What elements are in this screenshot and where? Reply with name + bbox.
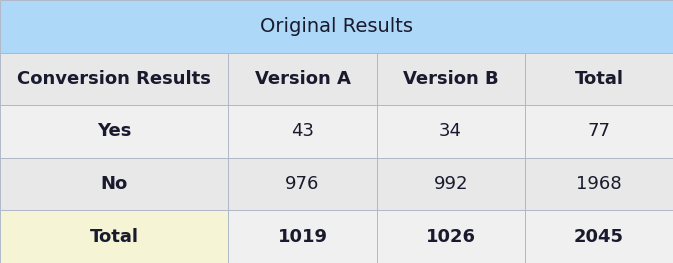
Text: 1019: 1019 [277, 228, 328, 246]
Bar [377, 210, 525, 263]
Bar [0, 158, 228, 210]
Text: Version B: Version B [403, 70, 499, 88]
Bar [377, 53, 525, 105]
Text: Original Results: Original Results [260, 17, 413, 36]
Bar [525, 53, 673, 105]
Text: 1968: 1968 [576, 175, 622, 193]
Bar [228, 210, 377, 263]
Bar [228, 53, 377, 105]
Text: 77: 77 [588, 123, 610, 140]
Bar [525, 210, 673, 263]
Bar [228, 105, 377, 158]
Text: Total: Total [574, 70, 623, 88]
Text: Yes: Yes [97, 123, 131, 140]
Text: 34: 34 [439, 123, 462, 140]
Text: 2045: 2045 [574, 228, 624, 246]
Bar [525, 105, 673, 158]
Bar [377, 105, 525, 158]
Text: No: No [100, 175, 128, 193]
Text: Total: Total [90, 228, 139, 246]
Bar [377, 158, 525, 210]
Bar [228, 158, 377, 210]
Text: Conversion Results: Conversion Results [17, 70, 211, 88]
Bar [0, 0, 673, 53]
Text: 992: 992 [433, 175, 468, 193]
Bar [525, 158, 673, 210]
Bar [0, 105, 228, 158]
Bar [0, 210, 228, 263]
Text: Version A: Version A [254, 70, 351, 88]
Text: 43: 43 [291, 123, 314, 140]
Bar [0, 53, 228, 105]
Text: 976: 976 [285, 175, 320, 193]
Text: 1026: 1026 [425, 228, 476, 246]
